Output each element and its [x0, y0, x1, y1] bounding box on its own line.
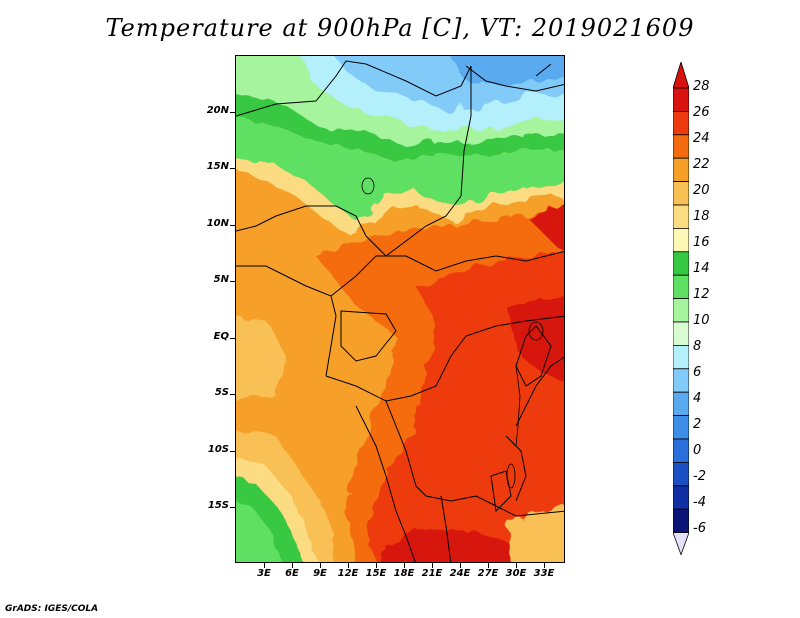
colorbar-label: 8 — [693, 339, 702, 354]
colorbar-cell — [673, 298, 689, 323]
colorbar-cell — [673, 461, 689, 487]
colorbar-cell — [673, 134, 689, 159]
lon-label: 18E — [393, 568, 415, 579]
colorbar-label: 4 — [693, 391, 702, 406]
colorbar-cell — [673, 508, 689, 534]
lon-tick — [376, 563, 377, 568]
lon-tick — [292, 563, 293, 568]
lat-tick — [230, 168, 235, 169]
colorbar-cell — [673, 344, 689, 370]
colorbar-label: 18 — [693, 209, 710, 224]
temp-zone-12 — [236, 118, 564, 221]
colorbar-cell — [673, 227, 689, 253]
colorbar-cell — [673, 368, 689, 393]
colorbar-label: 26 — [693, 105, 710, 120]
lon-label: 30E — [505, 568, 527, 579]
temp-zone-20 — [236, 317, 286, 400]
map-title: Temperature at 900hPa [C], VT: 201902160… — [105, 14, 695, 42]
colorbar-cell — [673, 485, 689, 510]
colorbar-label: 14 — [693, 261, 710, 276]
temp-zone-28 — [380, 526, 522, 562]
lat-label: 15N — [206, 161, 229, 172]
colorbar-label: 12 — [693, 287, 710, 302]
temp-zone-28 — [506, 296, 564, 382]
lon-tick — [348, 563, 349, 568]
colorbar-cell — [673, 321, 689, 346]
lat-label: 10N — [206, 218, 229, 229]
lat-label: 15S — [207, 500, 229, 511]
lon-tick — [488, 563, 489, 568]
colorbar-over-arrow — [673, 62, 689, 89]
colorbar-cell — [673, 415, 689, 440]
temperature-field — [236, 56, 564, 562]
colorbar-label: -4 — [693, 495, 706, 510]
colorbar-cell — [673, 181, 689, 206]
colorbar-cell — [673, 251, 689, 276]
colorbar-label: 2 — [693, 417, 702, 432]
lat-tick — [230, 225, 235, 226]
colorbar-label: 6 — [693, 365, 702, 380]
colorbar-label: 0 — [693, 443, 702, 458]
lat-label: 20N — [206, 105, 229, 116]
lat-label: 5N — [213, 274, 229, 285]
lon-label: 24E — [449, 568, 471, 579]
colorbar-cell — [673, 204, 689, 229]
lon-label: 33E — [533, 568, 555, 579]
lat-tick — [230, 394, 235, 395]
lon-label: 21E — [421, 568, 443, 579]
lon-tick — [460, 563, 461, 568]
lat-tick — [230, 112, 235, 113]
temp-zone-2 — [451, 56, 564, 86]
temp-zone-12 — [236, 500, 282, 562]
colorbar-under-arrow — [673, 532, 689, 556]
colorbar-label: 24 — [693, 131, 710, 146]
lat-tick — [230, 281, 235, 282]
colorbar-label: 20 — [693, 183, 710, 198]
lon-label: 9E — [313, 568, 327, 579]
lat-label: 5S — [214, 387, 229, 398]
colorbar-label: 16 — [693, 235, 710, 250]
colorbar-label: 28 — [693, 79, 710, 94]
colorbar-cell — [673, 391, 689, 417]
temp-zone-20 — [506, 507, 564, 562]
lon-tick — [264, 563, 265, 568]
colorbar-cell — [673, 87, 689, 112]
colorbar — [673, 62, 689, 556]
lon-label: 15E — [365, 568, 387, 579]
grads-credit: GrADS: IGES/COLA — [5, 604, 99, 614]
lon-label: 12E — [337, 568, 359, 579]
lake-outlines — [361, 177, 544, 489]
lon-label: 27E — [477, 568, 499, 579]
colorbar-cell — [673, 111, 689, 136]
colorbar-label: 10 — [693, 313, 710, 328]
lat-label: 10S — [207, 444, 229, 455]
colorbar-cell — [673, 438, 689, 463]
colorbar-label: 22 — [693, 157, 710, 172]
lat-tick — [230, 451, 235, 452]
lon-tick — [404, 563, 405, 568]
lon-label: 3E — [257, 568, 271, 579]
temperature-map — [235, 55, 565, 563]
lon-label: 6E — [285, 568, 299, 579]
lat-label: EQ — [213, 331, 229, 342]
lon-tick — [320, 563, 321, 568]
colorbar-cell — [673, 157, 689, 182]
lat-tick — [230, 338, 235, 339]
temp-zone-28 — [526, 206, 564, 250]
lat-tick — [230, 507, 235, 508]
colorbar-cell — [673, 274, 689, 299]
lon-tick — [432, 563, 433, 568]
colorbar-label: -6 — [693, 521, 706, 536]
temp-zone-18 — [236, 158, 564, 236]
colorbar-label: -2 — [693, 469, 706, 484]
lon-tick — [544, 563, 545, 568]
lon-tick — [516, 563, 517, 568]
